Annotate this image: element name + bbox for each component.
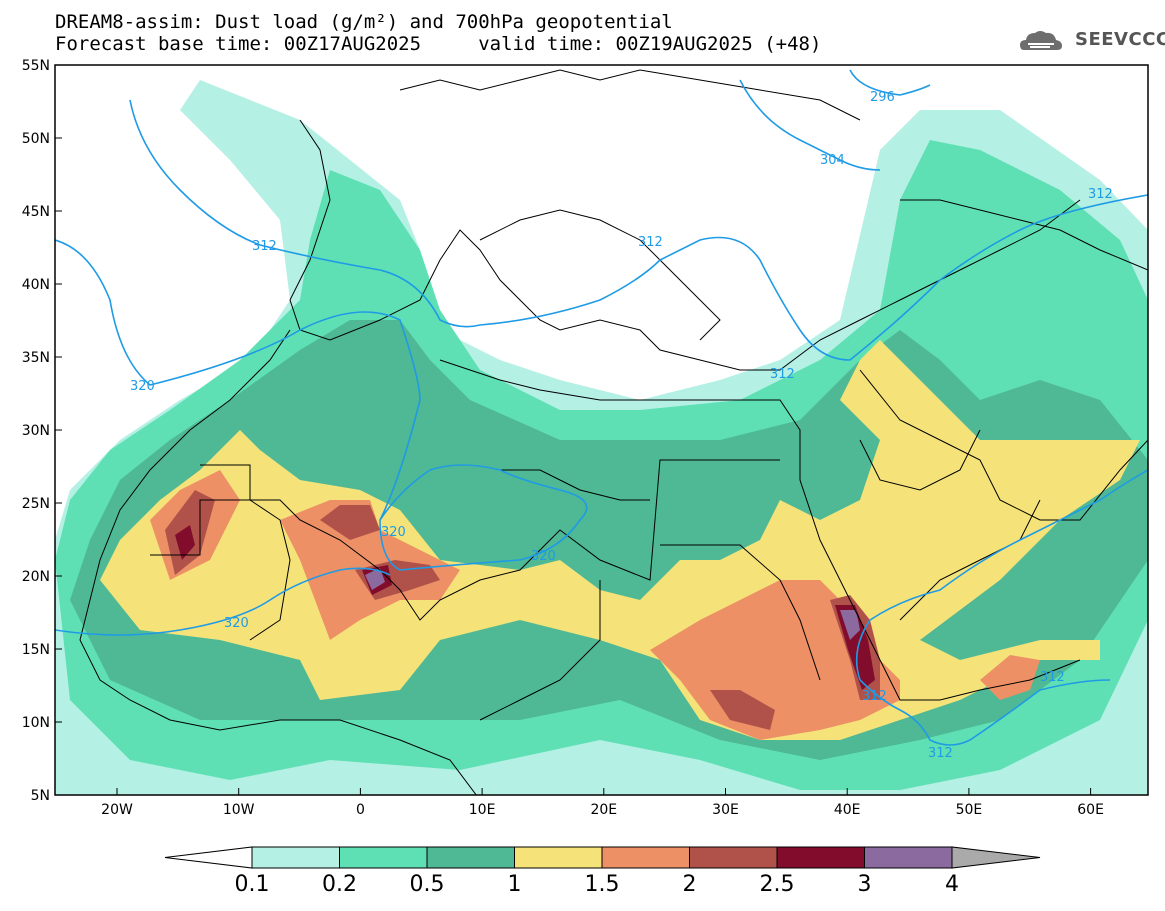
lat-tick-label: 50N (22, 131, 50, 147)
lat-tick-label: 20N (22, 569, 50, 585)
lon-tick-label: 20E (590, 802, 617, 818)
logo-text: SEEVCCC (1075, 29, 1165, 50)
colorbar-over-arrow (951, 846, 1041, 869)
colorbar-level-label: 0.2 (322, 872, 357, 897)
colorbar-segment (514, 846, 603, 869)
lon-tick-label: 10E (469, 802, 496, 818)
contour-label: 312 (638, 235, 663, 250)
lon-tick-label: 0 (356, 802, 365, 818)
colorbar-under-arrow (164, 846, 253, 869)
contour-label: 312 (862, 689, 887, 704)
lat-tick-label: 30N (22, 423, 50, 439)
dust-load-shading (55, 65, 1148, 795)
colorbar-level-label: 2 (682, 872, 697, 897)
colorbar-level-label: 0.5 (409, 872, 445, 897)
colorbar-segment (689, 846, 778, 869)
colorbar-level-label: 1 (507, 872, 522, 897)
map-title: DREAM8-assim: Dust load (g/m²) and 700hP… (55, 11, 673, 33)
longitude-axis: 20W 10W 0 10E 20E 30E 40E 50E 60E (101, 788, 1104, 818)
map-subtitle: Forecast base time: 00Z17AUG2025 valid t… (55, 33, 822, 55)
contour-label: 320 (224, 616, 249, 631)
lat-tick-label: 35N (22, 350, 50, 366)
colorbar-level-label: 1.5 (584, 872, 620, 897)
contour-label: 312 (252, 239, 277, 254)
lat-tick-label: 5N (31, 788, 50, 804)
colorbar-segment (426, 846, 515, 869)
colorbar (164, 846, 1041, 869)
contour-label: 320 (130, 379, 155, 394)
colorbar-segment (251, 846, 340, 869)
colorbar-segment (864, 846, 953, 869)
lat-tick-label: 25N (22, 496, 50, 512)
lat-tick-label: 10N (22, 715, 50, 731)
contour-label: 296 (870, 90, 895, 105)
lat-tick-label: 45N (22, 204, 50, 220)
lat-tick-label: 55N (22, 58, 50, 74)
colorbar-level-label: 0.1 (234, 872, 270, 897)
contour-label: 312 (770, 367, 795, 382)
colorbar-level-label: 4 (945, 872, 959, 897)
contour-label: 320 (381, 525, 406, 540)
lon-tick-label: 10W (223, 802, 255, 818)
lat-tick-label: 15N (22, 642, 50, 658)
colorbar-level-label: 2.5 (759, 872, 795, 897)
colorbar-segment (339, 846, 428, 869)
lon-tick-label: 60E (1077, 802, 1104, 818)
lon-tick-label: 30E (712, 802, 739, 818)
lon-tick-label: 20W (101, 802, 133, 818)
geopotential-contours (55, 69, 1148, 746)
lon-tick-label: 50E (956, 802, 983, 818)
latitude-axis: 55N 50N 45N 40N 35N 30N 25N 20N 15N 10N 5N (22, 58, 62, 804)
lon-tick-label: 40E (834, 802, 861, 818)
contour-label: 312 (928, 746, 953, 761)
colorbar-segment (601, 846, 690, 869)
colorbar-level-label: 3 (857, 872, 872, 897)
cloud-logo-icon (1020, 31, 1062, 50)
contour-label-group: 296 304 312 312 312 312 320 320 320 320 … (130, 90, 1113, 761)
contour-label: 312 (1040, 670, 1065, 685)
coastlines (79, 69, 1148, 795)
colorbar-segment (776, 846, 865, 869)
contour-label: 312 (1088, 187, 1113, 202)
lat-tick-label: 40N (22, 277, 50, 293)
contour-label: 304 (820, 153, 845, 168)
contour-label: 320 (531, 549, 556, 564)
